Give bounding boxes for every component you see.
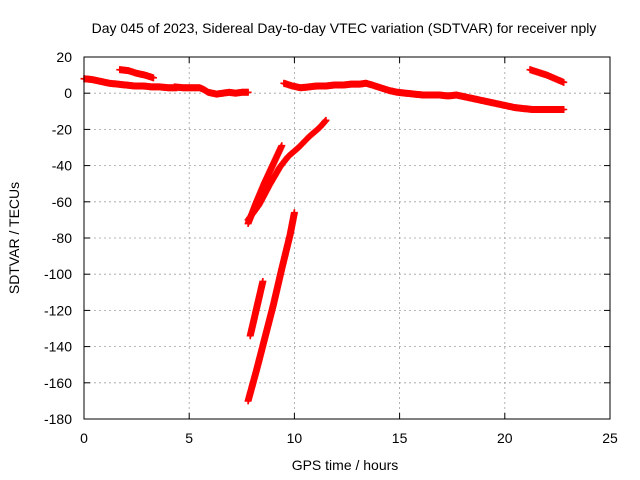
y-tick-label: -40 — [52, 158, 72, 174]
y-axis-label: SDTVAR / TECUs — [6, 182, 22, 294]
data-point — [322, 116, 330, 124]
y-tick-label: -160 — [44, 375, 72, 391]
y-tick-label: -80 — [52, 230, 72, 246]
x-tick-label: 20 — [497, 430, 513, 446]
grid — [84, 57, 610, 419]
x-axis-label: GPS time / hours — [292, 457, 399, 473]
chart-title: Day 045 of 2023, Sidereal Day-to-day VTE… — [92, 20, 597, 36]
y-tick-label: -20 — [52, 121, 72, 137]
y-tick-label: -100 — [44, 266, 72, 282]
data-point — [259, 277, 267, 285]
data-points — [80, 66, 568, 405]
y-tick-label: -120 — [44, 302, 72, 318]
y-tick-label: -180 — [44, 411, 72, 427]
x-tick-label: 5 — [185, 430, 193, 446]
data-point — [290, 209, 298, 217]
x-tick-label: 10 — [287, 430, 303, 446]
x-tick-label: 15 — [392, 430, 408, 446]
data-point — [278, 142, 286, 150]
ticks: 0 5 10 15 20 25 20 0 -20 -40 -60 -80 -100 -120 -140 -16… — [44, 49, 618, 446]
data-point — [560, 78, 568, 86]
data-point — [149, 74, 157, 82]
x-tick-label: 0 — [80, 430, 88, 446]
y-tick-label: -60 — [52, 194, 72, 210]
data-point — [244, 88, 252, 96]
y-tick-label: 0 — [64, 85, 72, 101]
y-tick-label: -140 — [44, 339, 72, 355]
x-tick-label: 25 — [602, 430, 618, 446]
y-tick-label: 20 — [56, 49, 72, 65]
data-point — [560, 105, 568, 113]
